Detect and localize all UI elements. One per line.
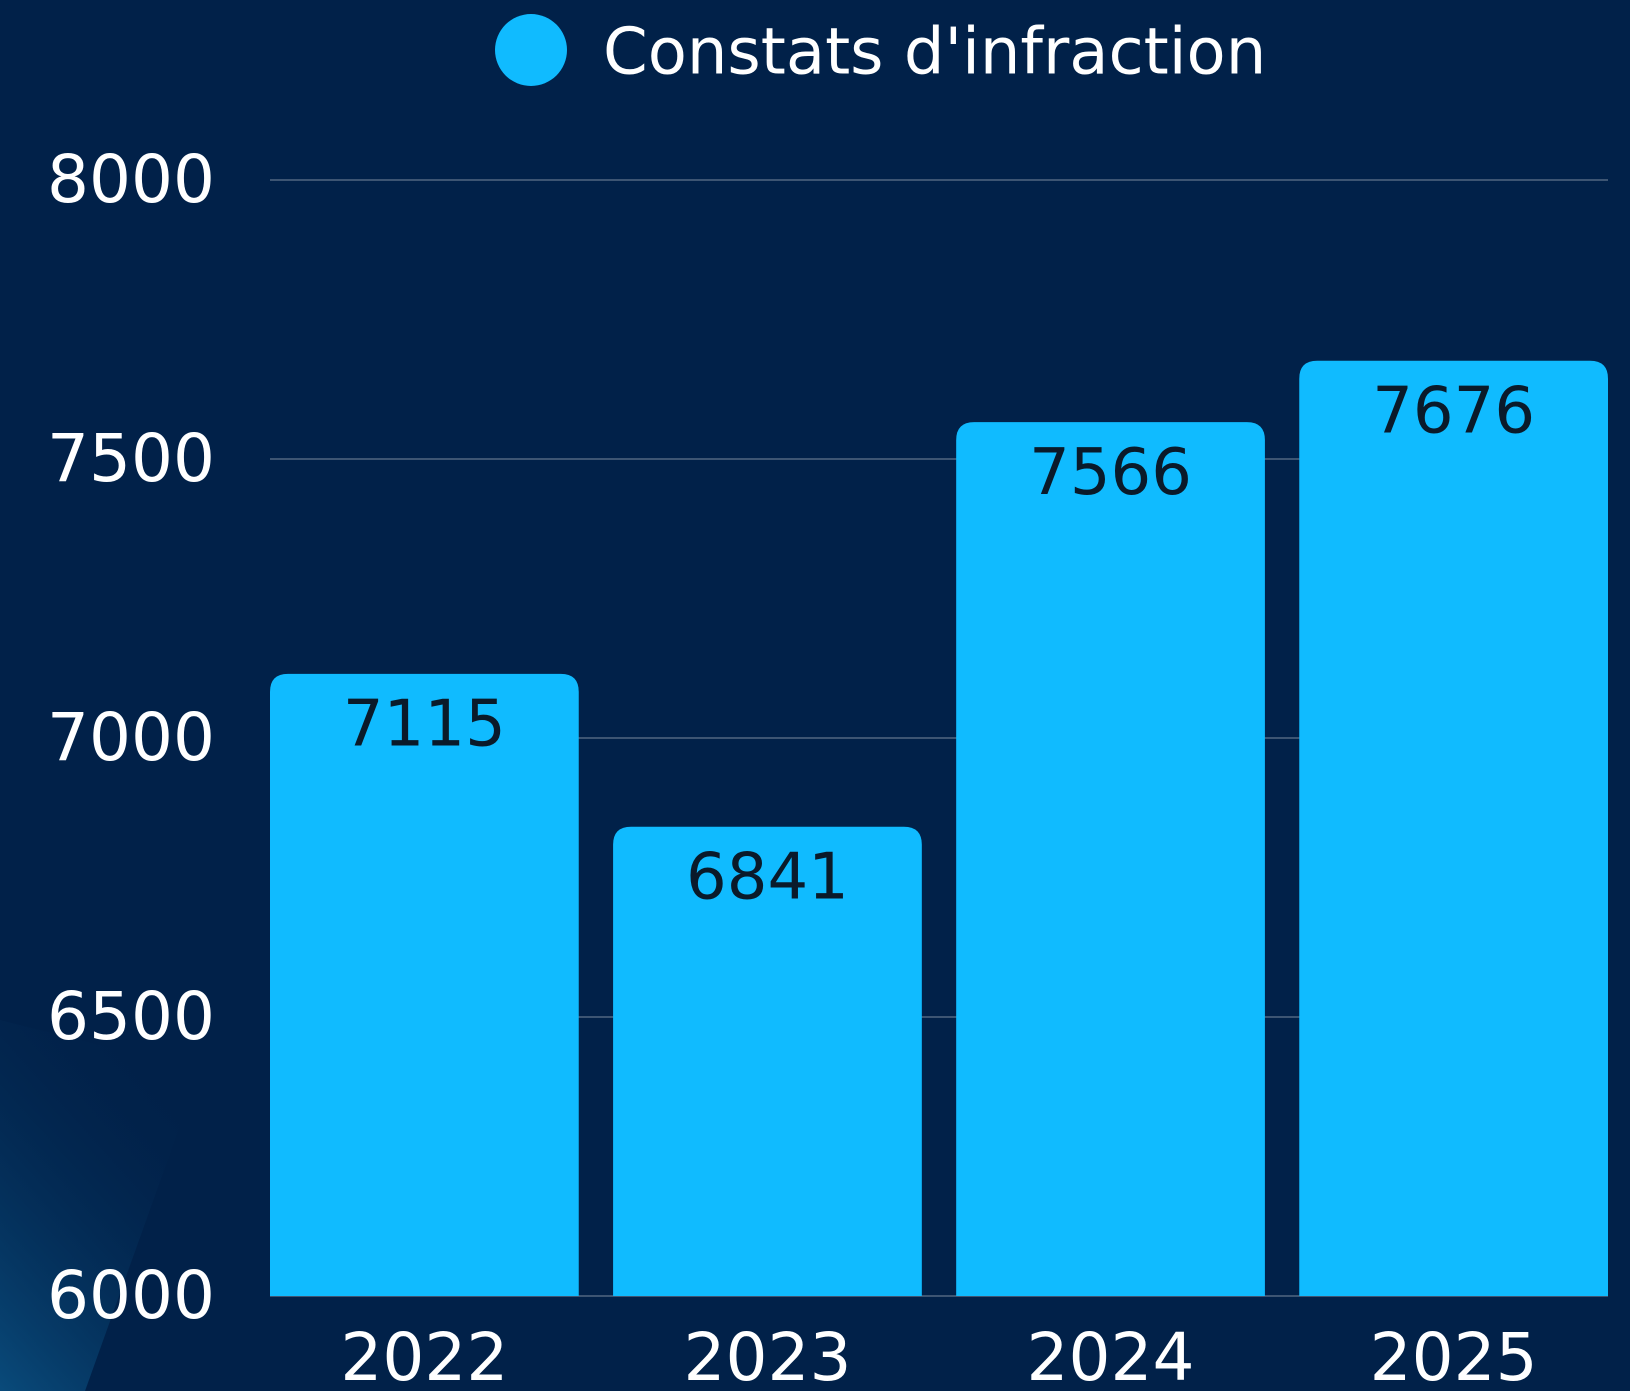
- labels: 6000 6500 7000 7500 8000 Constats d'infractio…: [47, 14, 1538, 1391]
- bars: [270, 360, 1608, 1296]
- bar: [1299, 360, 1608, 1296]
- x-tick-label: 2023: [683, 1319, 851, 1391]
- bar: [270, 673, 579, 1296]
- legend-swatch: [495, 14, 567, 86]
- value-label: 6841: [686, 840, 849, 914]
- y-tick-label: 7500: [47, 420, 215, 497]
- x-tick-label: 2024: [1027, 1319, 1195, 1391]
- value-label: 7566: [1029, 436, 1192, 510]
- y-tick-label: 6000: [47, 1257, 215, 1334]
- bar: [956, 422, 1265, 1296]
- y-tick-label: 8000: [47, 141, 215, 218]
- y-tick-label: 7000: [47, 699, 215, 776]
- legend-label: Constats d'infraction: [603, 16, 1266, 90]
- x-tick-label: 2022: [340, 1319, 508, 1391]
- background-glow: [0, 1020, 200, 1391]
- value-label: 7676: [1372, 374, 1535, 448]
- y-tick-label: 6500: [47, 978, 215, 1055]
- value-label: 7115: [343, 687, 506, 761]
- bar: [613, 826, 922, 1296]
- x-tick-label: 2025: [1370, 1319, 1538, 1391]
